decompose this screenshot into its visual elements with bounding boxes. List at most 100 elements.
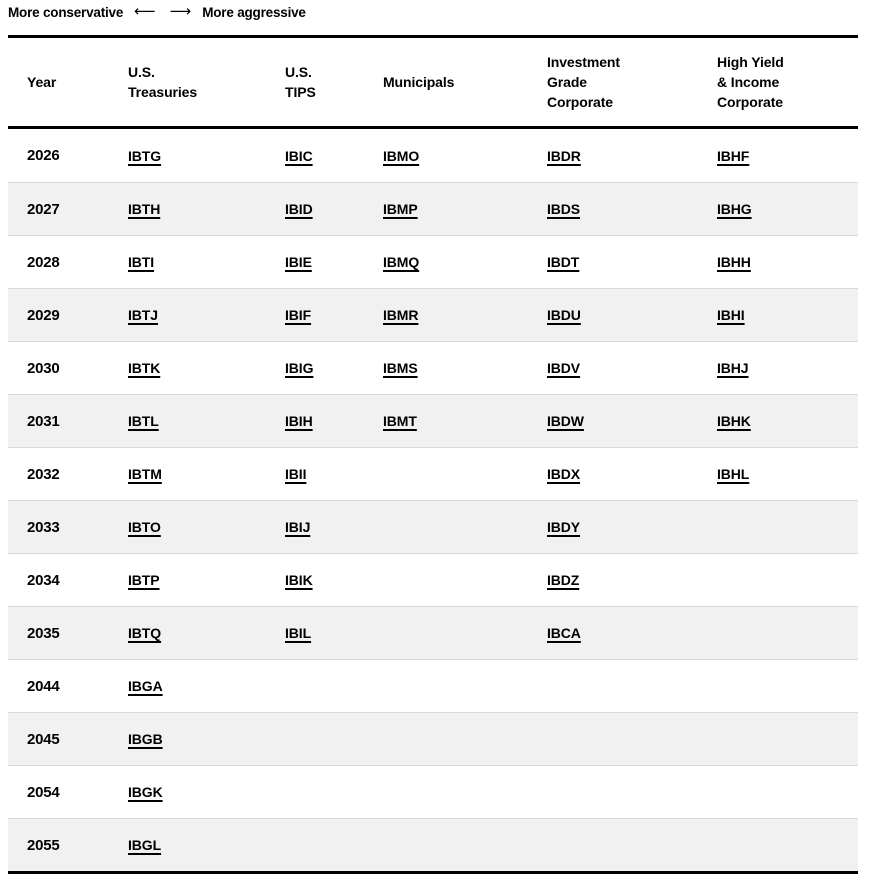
ticker-link[interactable]: IBHF bbox=[717, 147, 750, 164]
ticker-cell: IBHF bbox=[717, 148, 858, 164]
ticker-link[interactable]: IBTK bbox=[128, 360, 161, 376]
ticker-link[interactable]: IBIJ bbox=[285, 519, 311, 535]
ticker-link[interactable]: IBDR bbox=[547, 147, 581, 164]
ticker-link[interactable]: IBIC bbox=[285, 147, 313, 164]
table-row: 2035 IBTQ IBIL IBCA bbox=[8, 606, 858, 659]
ticker-link[interactable]: IBDV bbox=[547, 360, 581, 376]
year-cell: 2033 bbox=[27, 518, 60, 536]
ticker-cell: IBTH bbox=[128, 201, 285, 217]
ticker-link[interactable]: IBIL bbox=[285, 625, 312, 641]
ticker-link[interactable]: IBTM bbox=[128, 466, 162, 482]
ticker-link[interactable]: IBMR bbox=[383, 307, 419, 323]
ticker-link[interactable]: IBHH bbox=[717, 254, 751, 270]
ticker-cell: IBTQ bbox=[128, 625, 285, 641]
ticker-cell: IBMO bbox=[383, 148, 547, 164]
year-cell: 2029 bbox=[27, 306, 60, 324]
ticker-cell: IBTL bbox=[128, 413, 285, 429]
table-row: 2045 IBGB bbox=[8, 712, 858, 765]
table-row: 2044 IBGA bbox=[8, 659, 858, 712]
ticker-link[interactable]: IBMP bbox=[383, 201, 418, 217]
ticker-link[interactable]: IBTH bbox=[128, 201, 161, 217]
ticker-link[interactable]: IBMT bbox=[383, 413, 417, 429]
year-cell: 2045 bbox=[27, 730, 60, 748]
ticker-cell: IBGA bbox=[128, 678, 285, 694]
ticker-cell: IBIL bbox=[285, 625, 383, 641]
ticker-link[interactable]: IBMQ bbox=[383, 254, 420, 270]
year-cell: 2028 bbox=[27, 253, 60, 271]
ticker-link[interactable]: IBIF bbox=[285, 307, 312, 323]
ticker-cell: IBDS bbox=[547, 201, 717, 217]
ticker-cell: IBGB bbox=[128, 731, 285, 747]
ticker-link[interactable]: IBTG bbox=[128, 147, 162, 164]
right-arrow-icon: ⟶ bbox=[169, 2, 192, 20]
ticker-link[interactable]: IBIG bbox=[285, 360, 314, 376]
ticker-cell: IBTG bbox=[128, 148, 285, 164]
column-header-municipals: Municipals bbox=[383, 74, 455, 90]
ticker-link[interactable]: IBTP bbox=[128, 572, 160, 588]
ticker-link[interactable]: IBMO bbox=[383, 147, 420, 164]
year-cell: 2027 bbox=[27, 200, 60, 218]
ticker-link[interactable]: IBDZ bbox=[547, 572, 580, 588]
ticker-link[interactable]: IBDX bbox=[547, 466, 581, 482]
year-cell: 2031 bbox=[27, 412, 60, 430]
ticker-link[interactable]: IBDW bbox=[547, 413, 584, 429]
ticker-link[interactable]: IBIE bbox=[285, 254, 312, 270]
ticker-link[interactable]: IBHK bbox=[717, 413, 751, 429]
table-row: 2034 IBTP IBIK IBDZ bbox=[8, 553, 858, 606]
ticker-link[interactable]: IBCA bbox=[547, 625, 581, 641]
risk-scale-bar: More conservative ⟵ ⟶ More aggressive bbox=[8, 4, 870, 21]
ticker-link[interactable]: IBHL bbox=[717, 466, 750, 482]
ticker-link[interactable]: IBTL bbox=[128, 413, 159, 429]
ticker-cell: IBCA bbox=[547, 625, 717, 641]
ticker-link[interactable]: IBDS bbox=[547, 201, 581, 217]
ticker-cell: IBMT bbox=[383, 413, 547, 429]
year-cell: 2030 bbox=[27, 359, 60, 377]
ticker-link[interactable]: IBGA bbox=[128, 678, 163, 694]
ticker-link[interactable]: IBIH bbox=[285, 413, 313, 429]
ticker-cell: IBTM bbox=[128, 466, 285, 482]
table-row: 2054 IBGK bbox=[8, 765, 858, 818]
more-conservative-label: More conservative bbox=[8, 5, 124, 20]
ticker-link[interactable]: IBTI bbox=[128, 254, 155, 270]
year-cell: 2034 bbox=[27, 571, 60, 589]
ticker-link[interactable]: IBHI bbox=[717, 307, 745, 323]
ticker-cell: IBDU bbox=[547, 307, 717, 323]
ticker-cell: IBDR bbox=[547, 148, 717, 164]
ticker-cell: IBTJ bbox=[128, 307, 285, 323]
ticker-cell: IBII bbox=[285, 466, 383, 482]
ticker-link[interactable]: IBTJ bbox=[128, 307, 158, 323]
year-cell: 2044 bbox=[27, 677, 60, 695]
ticker-link[interactable]: IBMS bbox=[383, 360, 418, 376]
ticker-cell: IBTI bbox=[128, 254, 285, 270]
ticker-cell: IBHH bbox=[717, 254, 858, 270]
ticker-cell: IBIK bbox=[285, 572, 383, 588]
ticker-link[interactable]: IBIK bbox=[285, 572, 313, 588]
ticker-cell: IBDY bbox=[547, 519, 717, 535]
ticker-link[interactable]: IBDT bbox=[547, 254, 580, 270]
ticker-cell: IBHK bbox=[717, 413, 858, 429]
table-body: 2026 IBTG IBIC IBMO IBDR IBHF 2027 IBTH IBID IBMP… bbox=[8, 129, 858, 871]
ticker-link[interactable]: IBII bbox=[285, 466, 307, 482]
ticker-link[interactable]: IBTO bbox=[128, 519, 161, 535]
ticker-cell: IBTP bbox=[128, 572, 285, 588]
ticker-link[interactable]: IBGB bbox=[128, 731, 163, 747]
ticker-link[interactable]: IBHJ bbox=[717, 360, 749, 376]
ticker-cell: IBIH bbox=[285, 413, 383, 429]
column-header-investment-grade-corporate: Investment Grade Corporate bbox=[547, 54, 620, 110]
table-row: 2027 IBTH IBID IBMP IBDS IBHG bbox=[8, 182, 858, 235]
ticker-link[interactable]: IBHG bbox=[717, 201, 752, 217]
ticker-cell: IBHI bbox=[717, 307, 858, 323]
ticker-link[interactable]: IBDU bbox=[547, 307, 581, 323]
ticker-cell: IBIE bbox=[285, 254, 383, 270]
ticker-link[interactable]: IBTQ bbox=[128, 625, 162, 641]
etf-ladder-table: Year U.S. Treasuries U.S. TIPS Municipal… bbox=[8, 35, 858, 874]
ticker-link[interactable]: IBID bbox=[285, 201, 313, 217]
ticker-cell: IBTO bbox=[128, 519, 285, 535]
ticker-cell: IBHJ bbox=[717, 360, 858, 376]
ticker-link[interactable]: IBGL bbox=[128, 837, 162, 853]
ticker-link[interactable]: IBDY bbox=[547, 519, 581, 535]
ticker-cell: IBDZ bbox=[547, 572, 717, 588]
ticker-cell: IBMQ bbox=[383, 254, 547, 270]
ticker-link[interactable]: IBGK bbox=[128, 784, 163, 800]
